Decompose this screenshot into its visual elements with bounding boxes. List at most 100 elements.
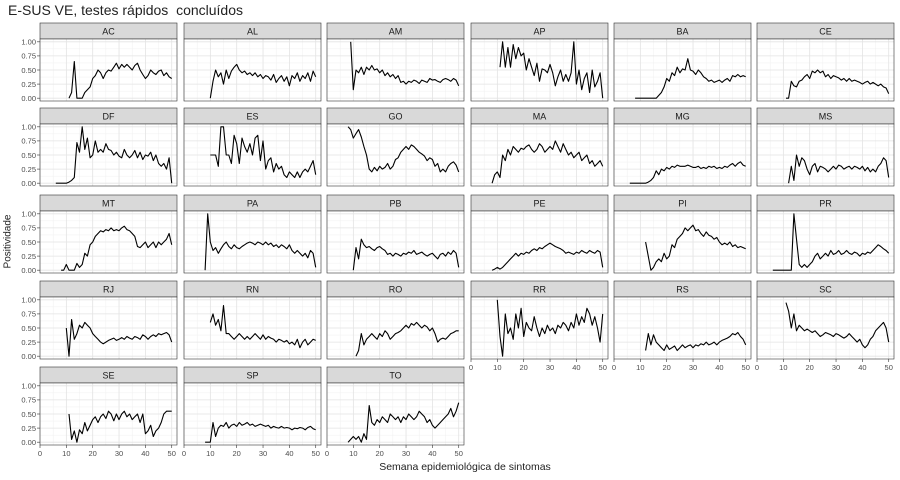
series-line-pb xyxy=(352,238,460,271)
panel-border xyxy=(326,210,465,274)
x-tick-label: 50 xyxy=(599,363,607,372)
x-tick-label: 20 xyxy=(663,363,671,372)
y-tick-label: 0.00 xyxy=(21,94,36,103)
x-tick-label: 50 xyxy=(168,449,176,458)
series-line-es xyxy=(210,126,317,179)
panel-border xyxy=(326,38,465,102)
facet-strip-label: RN xyxy=(246,285,259,295)
y-tick-label: 0.25 xyxy=(21,424,36,433)
panel-border xyxy=(183,296,322,360)
facet-panel-sc: SC 0 10 20 30 40 50 xyxy=(755,280,895,372)
panel-border xyxy=(613,38,752,102)
series-line-se xyxy=(68,410,172,443)
panel-border xyxy=(183,210,322,274)
y-tick-label: 0.75 xyxy=(21,310,36,319)
facet-panel-mt: MT 0.00 0.25 0.50 0.75 1.00 xyxy=(21,194,178,275)
facet-strip-label: AM xyxy=(389,27,403,37)
y-tick-label: 1.00 xyxy=(21,210,36,219)
panel-border xyxy=(326,123,465,187)
series-line-to xyxy=(347,402,460,443)
facet-strip-label: PE xyxy=(533,199,545,209)
y-tick-label: 1.00 xyxy=(21,38,36,47)
x-tick-label: 10 xyxy=(206,449,214,458)
facet-panel-pb: PB xyxy=(326,194,465,274)
x-tick-label: 40 xyxy=(285,449,293,458)
y-tick-label: 0.00 xyxy=(21,352,36,361)
series-line-rj xyxy=(65,318,173,357)
chart-title: E-SUS VE, testes rápidos concluídos xyxy=(8,2,243,18)
facet-panel-pa: PA xyxy=(183,194,322,274)
series-line-rn xyxy=(209,304,316,349)
series-line-ma xyxy=(491,140,604,184)
y-tick-label: 0.50 xyxy=(21,410,36,419)
facet-strip-label: TO xyxy=(389,371,401,381)
y-tick-label: 1.00 xyxy=(21,123,36,132)
x-tick-label: 50 xyxy=(742,363,750,372)
series-line-am xyxy=(350,41,460,91)
facet-strip-label: PR xyxy=(819,199,832,209)
series-line-rs xyxy=(645,331,747,352)
facet-panel-pe: PE xyxy=(470,194,609,274)
facet-strip-label: ES xyxy=(246,112,258,122)
facet-panel-rj: RJ 0.00 0.25 0.50 0.75 1.00 xyxy=(21,280,178,361)
facet-panel-am: AM xyxy=(326,22,465,102)
panel-border xyxy=(756,296,895,360)
panel-border xyxy=(326,296,465,360)
y-tick-label: 0.50 xyxy=(21,66,36,75)
panel-border xyxy=(470,296,609,360)
series-line-df xyxy=(55,126,173,184)
x-tick-label: 50 xyxy=(885,363,893,372)
facet-panel-mg: MG xyxy=(613,107,752,187)
facet-strip-label: AP xyxy=(533,27,545,37)
series-line-pi xyxy=(645,224,746,271)
y-tick-label: 0.00 xyxy=(21,438,36,447)
facet-panel-pr: PR xyxy=(756,194,895,274)
x-tick-label: 20 xyxy=(233,449,241,458)
series-line-ce xyxy=(786,69,890,99)
x-tick-label: 20 xyxy=(806,363,814,372)
y-tick-label: 0.25 xyxy=(21,80,36,89)
x-tick-label: 30 xyxy=(115,449,123,458)
facet-strip-label: BA xyxy=(676,27,688,37)
facet-strip-label: AC xyxy=(102,27,115,37)
x-tick-label: 30 xyxy=(832,363,840,372)
facet-strip-label: SC xyxy=(819,285,832,295)
y-tick-label: 0.00 xyxy=(21,179,36,188)
panel-border xyxy=(183,38,322,102)
facet-strip-label: CE xyxy=(819,27,832,37)
x-tick-label: 40 xyxy=(715,363,723,372)
x-tick-label: 10 xyxy=(349,449,357,458)
x-tick-label: 20 xyxy=(376,449,384,458)
x-tick-label: 20 xyxy=(89,449,97,458)
x-tick-label: 40 xyxy=(858,363,866,372)
y-tick-label: 1.00 xyxy=(21,382,36,391)
x-tick-label: 10 xyxy=(62,449,70,458)
facet-strip-label: RS xyxy=(676,285,689,295)
facet-panel-go: GO xyxy=(326,107,465,187)
series-line-al xyxy=(209,63,317,99)
series-line-rr xyxy=(496,299,604,357)
facet-strip-label: DF xyxy=(103,112,115,122)
facet-strip-label: GO xyxy=(388,112,402,122)
panel-border xyxy=(613,123,752,187)
panel-border xyxy=(756,38,895,102)
panel-border xyxy=(613,210,752,274)
y-tick-label: 0.75 xyxy=(21,137,36,146)
x-tick-label: 30 xyxy=(402,449,410,458)
facet-panel-ce: CE xyxy=(756,22,895,102)
facet-panel-df: DF 0.00 0.25 0.50 0.75 1.00 xyxy=(21,107,178,188)
series-line-mg xyxy=(629,161,746,184)
facet-strip-label: MA xyxy=(533,112,547,122)
y-tick-label: 0.50 xyxy=(21,151,36,160)
panel-border xyxy=(470,123,609,187)
facet-panel-ap: AP xyxy=(470,22,609,102)
facet-strip-label: PI xyxy=(678,199,687,209)
panel-border xyxy=(756,210,895,274)
x-tick-label: 10 xyxy=(779,363,787,372)
series-line-ro xyxy=(355,321,459,357)
y-tick-label: 0.75 xyxy=(21,52,36,61)
facet-strip-label: SP xyxy=(246,371,258,381)
series-line-pe xyxy=(491,242,604,271)
series-line-pa xyxy=(204,213,317,271)
